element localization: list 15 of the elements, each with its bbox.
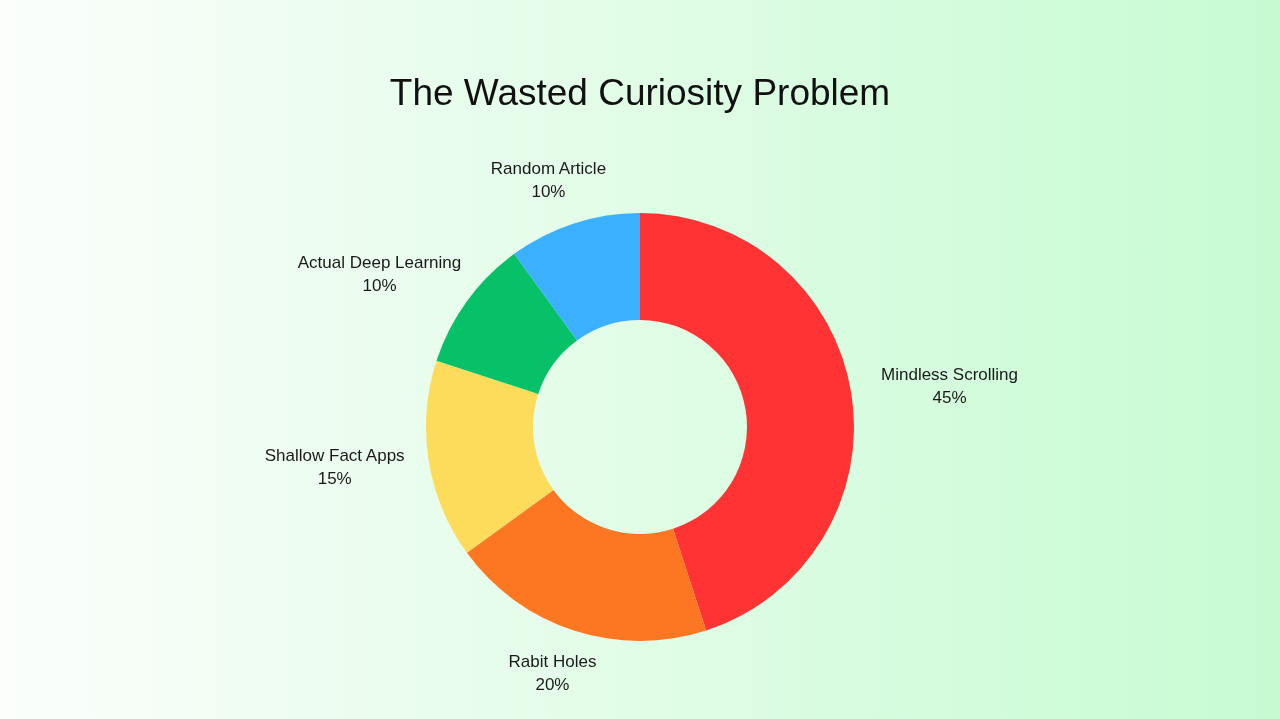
donut-slice [514, 213, 640, 341]
donut-slice [426, 360, 554, 553]
slice-label: Shallow Fact Apps [264, 446, 405, 466]
data-label: 10% [531, 182, 566, 202]
donut-slice [466, 489, 707, 641]
slice-label: Rabit Holes [508, 651, 597, 671]
data-label: 45% [932, 388, 967, 408]
data-label: 15% [317, 469, 352, 489]
donut-slice [640, 213, 854, 631]
data-label: 10% [362, 276, 397, 296]
slice-label: Actual Deep Learning [297, 253, 462, 273]
chart-title: The Wasted Curiosity Problem [389, 72, 891, 113]
data-label: 20% [535, 674, 570, 694]
slice-label: Mindless Scrolling [881, 365, 1019, 385]
slice-label: Random Article [490, 159, 607, 179]
